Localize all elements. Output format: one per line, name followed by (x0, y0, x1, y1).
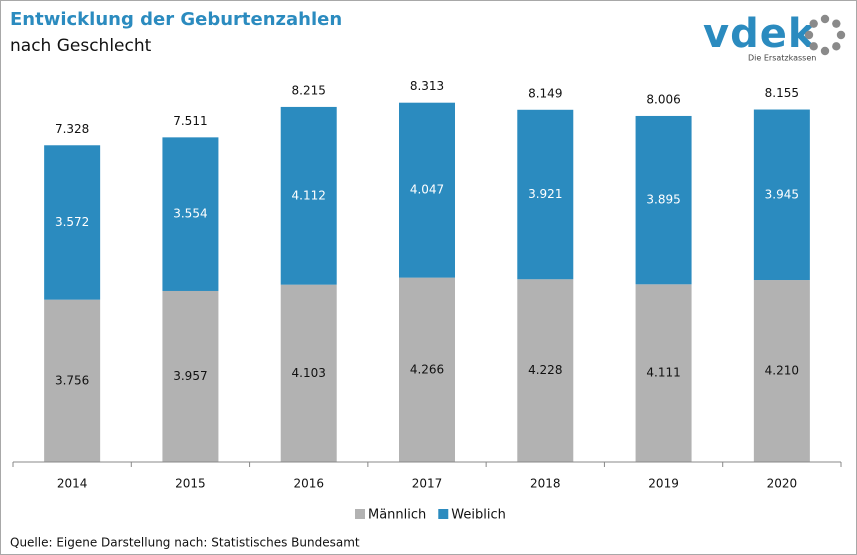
chart-title: Entwicklung der Geburtenzahlen (10, 9, 342, 30)
value-label: 4.228 (528, 363, 562, 377)
x-tick-label: 2015 (175, 477, 206, 491)
x-tick-label: 2018 (530, 477, 561, 491)
value-label: 4.210 (765, 364, 799, 378)
value-label: 3.554 (173, 207, 207, 221)
logo-dot (832, 42, 841, 51)
value-label: 3.921 (528, 187, 562, 201)
value-label: 3.945 (765, 187, 799, 201)
bar-segment (44, 145, 101, 300)
total-label: 8.149 (528, 86, 562, 100)
bar-segment (162, 290, 219, 462)
logo-dot (832, 19, 841, 28)
x-tick-label: 2014 (57, 477, 88, 491)
value-label: 4.266 (410, 362, 444, 376)
value-label: 4.047 (410, 183, 444, 197)
value-label: 4.112 (292, 188, 326, 202)
total-label: 7.511 (173, 114, 207, 128)
logo-dot (820, 46, 830, 56)
total-label: 8.155 (765, 86, 799, 100)
logo-name: vdek (703, 11, 816, 57)
bar-segment (44, 299, 101, 462)
value-label: 3.756 (55, 373, 89, 387)
value-label: 3.572 (55, 215, 89, 229)
value-label: 3.957 (173, 369, 207, 383)
bar-segment (280, 284, 337, 462)
legend-label: Männlich (368, 508, 426, 523)
logo-dot (820, 14, 830, 24)
bar-segment (753, 280, 810, 462)
bar-segment (399, 277, 455, 462)
legend-swatch (355, 509, 365, 519)
total-label: 8.215 (292, 83, 326, 97)
bar-segment (162, 137, 219, 291)
bar-segment (280, 106, 337, 285)
source: Quelle: Eigene Darstellung nach: Statist… (10, 536, 360, 550)
total-label: 8.006 (646, 92, 680, 106)
x-tick-label: 2020 (767, 477, 798, 491)
chart-subtitle: nach Geschlecht (10, 36, 152, 56)
total-label: 7.328 (55, 122, 89, 136)
legend-label: Weiblich (451, 508, 506, 523)
x-tick-label: 2017 (412, 477, 443, 491)
logo-dot (809, 19, 818, 28)
bar-segment (399, 102, 455, 278)
logo-mark (804, 14, 846, 56)
legend-swatch (438, 509, 449, 519)
value-label: 3.895 (646, 193, 680, 207)
value-label: 4.111 (646, 366, 680, 380)
bar-segment (635, 115, 692, 285)
logo-dot (809, 42, 818, 51)
x-tick-label: 2019 (648, 477, 679, 491)
bar-segment (517, 109, 574, 280)
bar-segment (635, 284, 692, 462)
logo-dot (804, 30, 814, 40)
x-tick-label: 2016 (293, 477, 324, 491)
bar-segment (517, 279, 574, 462)
logo-tagline: Die Ersatzkassen (748, 54, 816, 63)
bar-segment (753, 109, 810, 281)
logo-dot (836, 30, 846, 40)
value-label: 4.103 (292, 366, 326, 380)
total-label: 8.313 (410, 79, 444, 93)
